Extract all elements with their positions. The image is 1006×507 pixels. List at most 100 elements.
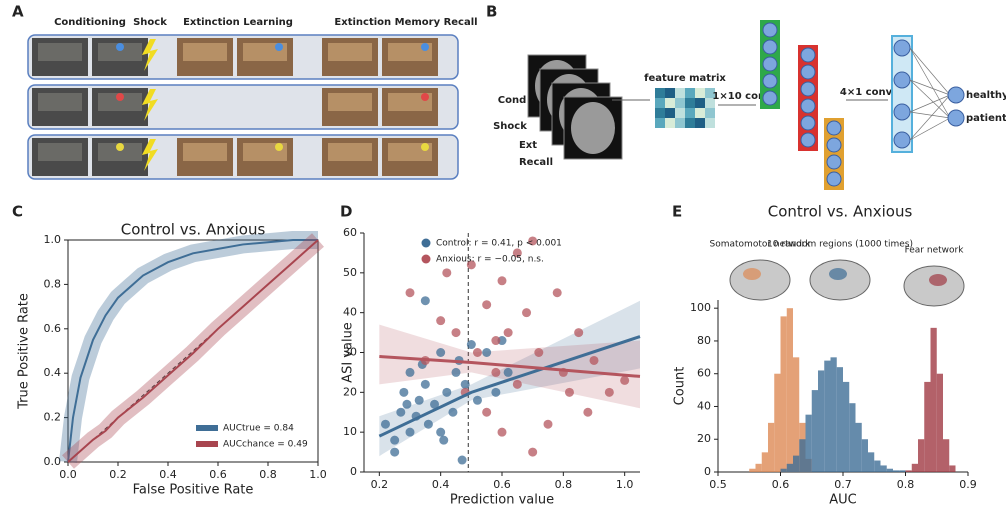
brain-icon — [729, 259, 791, 301]
scatter-point — [451, 367, 461, 377]
feature-cell — [705, 88, 715, 98]
brain-region — [929, 274, 947, 286]
scatter-point — [497, 276, 507, 286]
scatter-point — [482, 407, 492, 417]
x-tick-label: 0.4 — [159, 468, 177, 481]
histogram-bar — [836, 367, 843, 472]
scatter-point — [472, 395, 482, 405]
x-tick-label: 0.0 — [59, 468, 77, 481]
scene-detail — [98, 143, 142, 161]
histogram-bar — [786, 463, 793, 472]
neuron — [800, 98, 816, 114]
scatter-point — [457, 455, 467, 465]
scatter-point — [574, 328, 584, 338]
histogram-bar — [874, 460, 881, 472]
scene-detail — [328, 143, 372, 161]
connection — [909, 94, 951, 113]
scatter-point — [543, 419, 553, 429]
scatter-point — [405, 367, 415, 377]
y-tick-label: 40 — [697, 399, 711, 412]
feature-cell — [705, 98, 715, 108]
histogram-bar — [818, 370, 825, 472]
feature-label: feature matrix — [644, 73, 726, 84]
histogram-bar — [749, 468, 756, 472]
stage-header: Extinction Learning — [183, 17, 293, 28]
scene-detail — [183, 43, 227, 61]
scatter-point — [380, 419, 390, 429]
histogram-bar — [811, 390, 818, 472]
scene-detail — [38, 93, 82, 111]
chart-title: Control vs. Anxious — [768, 203, 913, 221]
feature-cell — [695, 98, 705, 108]
scatter-point — [405, 427, 415, 437]
scatter-point — [472, 348, 482, 357]
scatter-point — [482, 348, 492, 357]
y-tick-label: 20 — [697, 432, 711, 445]
histogram-bar — [830, 357, 837, 472]
connection — [909, 79, 951, 96]
brain-icon — [809, 259, 871, 301]
connection — [909, 47, 951, 96]
y-tick-label: 40 — [343, 306, 357, 319]
connection — [909, 117, 951, 141]
histogram-bar — [780, 316, 787, 472]
histogram-bar — [793, 357, 800, 472]
series-label: Somatomotor network — [710, 240, 812, 250]
histogram-bar — [768, 422, 775, 472]
neuron — [762, 22, 778, 38]
scatter-point — [491, 367, 501, 377]
output-label: healthy — [966, 90, 1006, 101]
input-label: Cond — [498, 95, 527, 106]
shock-bolt — [142, 139, 158, 171]
scatter-point — [604, 387, 614, 397]
histogram-bar — [799, 439, 806, 472]
histogram-bar — [880, 465, 887, 472]
scatter-point — [534, 348, 544, 357]
scatter-point — [583, 407, 593, 417]
scatter-point — [503, 328, 513, 338]
brain-icon — [903, 265, 965, 307]
scatter-point — [491, 336, 501, 346]
conv-label: 4×1 conv — [840, 87, 893, 98]
histogram-bar — [893, 470, 900, 472]
scatter-point — [466, 340, 476, 350]
y-tick-label: 60 — [697, 367, 711, 380]
histogram-bar — [793, 455, 800, 472]
y-tick-label: 0 — [704, 465, 711, 478]
shock-bolt — [142, 39, 158, 71]
scatter-point — [552, 288, 562, 298]
histogram-bar — [943, 439, 950, 472]
scatter-point — [430, 399, 440, 409]
scene-detail — [38, 143, 82, 161]
scatter-point — [482, 300, 492, 310]
scatter-point — [564, 387, 574, 397]
scatter-point — [620, 375, 630, 385]
feature-cell — [685, 98, 695, 108]
feature-cell — [675, 118, 685, 128]
neuron — [826, 154, 842, 170]
neuron — [826, 120, 842, 136]
legend-label: AUCchance = 0.49 — [223, 440, 308, 450]
neuron — [800, 132, 816, 148]
scatter-point — [414, 395, 424, 405]
scene-detail — [388, 93, 432, 111]
brain-region — [829, 268, 847, 280]
x-tick-label: 0.6 — [772, 478, 790, 491]
histogram-bar — [924, 381, 931, 472]
scatter-point — [436, 316, 446, 326]
neuron — [893, 71, 911, 89]
feature-cell — [695, 118, 705, 128]
input-label: Shock — [493, 121, 527, 132]
neuron — [800, 115, 816, 131]
scatter-point — [528, 447, 538, 457]
histogram-bar — [949, 465, 956, 472]
conv-label: 1×10 conv — [712, 91, 772, 102]
scene-detail — [38, 43, 82, 61]
scatter-point — [522, 308, 532, 318]
legend-label: AUCtrue = 0.84 — [223, 424, 294, 434]
scatter-point — [451, 328, 461, 338]
y-tick-label: 10 — [343, 425, 357, 438]
histogram-bar — [868, 452, 875, 472]
panel-letter: D — [340, 203, 352, 221]
neuron — [800, 81, 816, 97]
